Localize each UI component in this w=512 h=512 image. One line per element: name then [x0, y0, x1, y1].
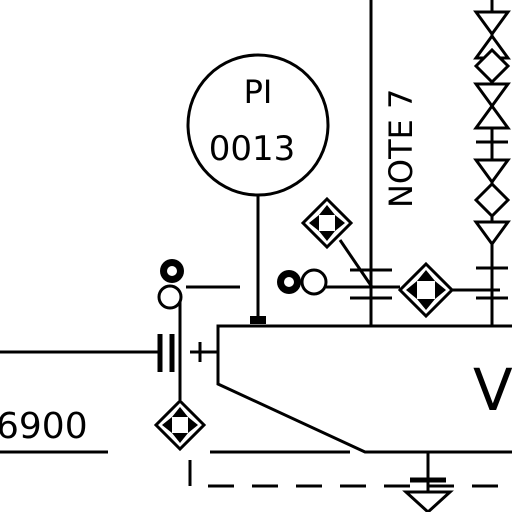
drain-diamond-valve[interactable]	[153, 398, 207, 452]
valve-indicator-open-2[interactable]	[300, 268, 328, 296]
vessel-outline	[216, 324, 512, 454]
instrument-tap-point	[250, 316, 266, 324]
line-number-label: 6900	[0, 406, 88, 447]
upper-diamond-valve[interactable]	[300, 196, 354, 250]
valve-indicator-open[interactable]	[157, 284, 183, 310]
note-label: NOTE 7	[382, 89, 420, 208]
valve-indicator-closed-inner	[167, 266, 177, 276]
right-diamond-valve[interactable]	[397, 261, 455, 319]
instrument-type-label: PI	[244, 73, 273, 111]
instrument-tag-label: 0013	[209, 129, 296, 169]
pressure-indicator-instrument[interactable]: PI 0013	[186, 53, 330, 197]
boundary-dashed-line	[188, 460, 512, 488]
valve-indicator-closed-2-inner	[284, 277, 294, 287]
outlet-valve[interactable]	[402, 490, 454, 512]
vessel: V	[216, 324, 512, 454]
vessel-label: V	[473, 356, 512, 424]
upper-valve-leader	[338, 239, 374, 288]
gate-valve-stack[interactable]	[473, 10, 511, 300]
